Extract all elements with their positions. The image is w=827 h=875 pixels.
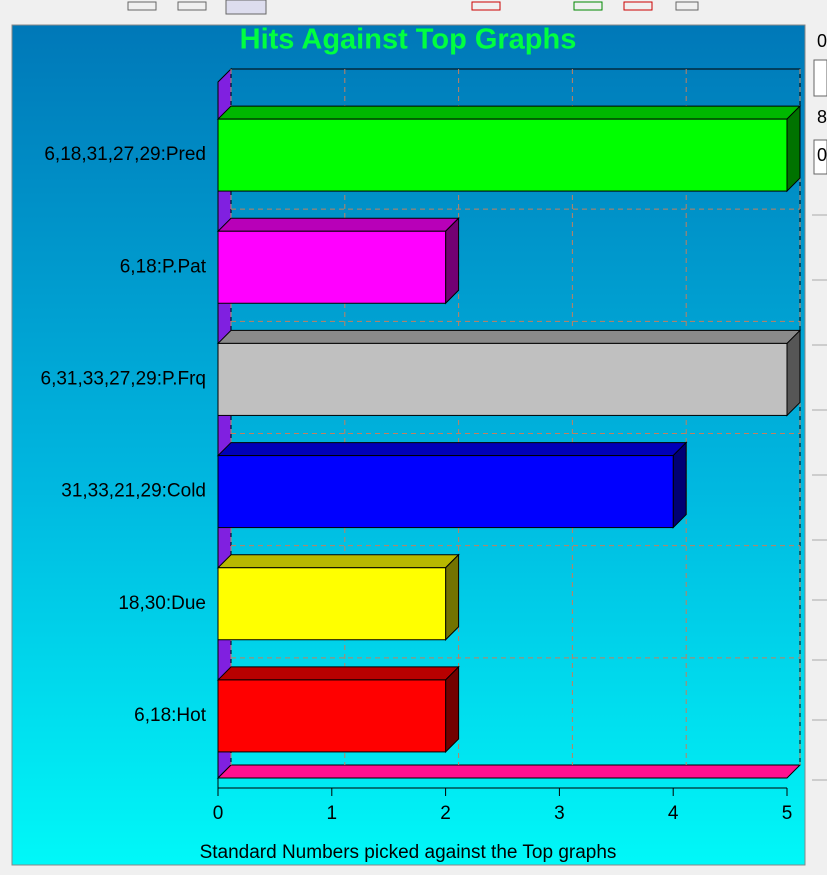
- bar-top: [216, 666, 460, 681]
- floor: [216, 764, 802, 779]
- bar-top: [216, 105, 802, 120]
- x-tick-label: 3: [554, 803, 565, 824]
- bar-top: [216, 329, 802, 344]
- x-tick-label: 5: [782, 803, 793, 824]
- y-tick-label: 6,18:Hot: [134, 705, 207, 726]
- toolbar-icons: [127, 0, 699, 15]
- toolbar: [0, 0, 827, 22]
- plot-area: 0 1 2 3 4 5 6,18,31,27,29:Pred 6,18:P.Pat 6,31,3…: [41, 67, 802, 824]
- side-buttons: [812, 214, 827, 781]
- tool-icon[interactable]: [675, 1, 699, 11]
- side-label: 0: [817, 31, 827, 51]
- bar-side: [786, 329, 801, 417]
- side-label: 0: [817, 145, 827, 165]
- bar-top: [216, 554, 460, 569]
- tool-icon[interactable]: [225, 0, 267, 15]
- bar-top: [216, 217, 460, 232]
- bar-top: [216, 442, 688, 457]
- x-tick-label: 2: [440, 803, 451, 824]
- bar-side: [672, 441, 687, 529]
- bar-side: [445, 665, 460, 754]
- bar-side: [786, 104, 801, 193]
- bar: [217, 230, 447, 304]
- side-panel: [806, 25, 827, 870]
- tool-icon[interactable]: [471, 1, 501, 11]
- bar: [217, 567, 447, 641]
- x-axis-label: Standard Numbers picked against the Top …: [200, 842, 617, 863]
- bar: [217, 118, 788, 192]
- bar-side: [445, 217, 460, 305]
- y-tick-label: 6,31,33,27,29:P.Frq: [41, 368, 207, 389]
- x-tick-label: 4: [668, 803, 679, 824]
- x-tick-label: 1: [327, 803, 338, 824]
- bar: [217, 679, 447, 753]
- x-tick-label: 0: [213, 803, 224, 824]
- side-input[interactable]: [813, 139, 827, 175]
- side-label: 8: [817, 107, 827, 127]
- bar-side: [445, 553, 460, 641]
- chart-title: Hits Against Top Graphs: [240, 24, 577, 56]
- y-tick-label: 6,18:P.Pat: [120, 256, 207, 277]
- side-input[interactable]: [813, 59, 827, 97]
- y-tick-label: 31,33,21,29:Cold: [61, 481, 206, 502]
- tool-icon[interactable]: [623, 1, 653, 11]
- tool-icon[interactable]: [177, 1, 207, 11]
- bar: [217, 455, 674, 529]
- tool-icon[interactable]: [573, 1, 603, 11]
- tool-icon[interactable]: [127, 1, 157, 11]
- y-tick-label: 6,18,31,27,29:Pred: [44, 144, 206, 165]
- y-tick-label: 18,30:Due: [118, 593, 206, 614]
- bar: [217, 342, 788, 416]
